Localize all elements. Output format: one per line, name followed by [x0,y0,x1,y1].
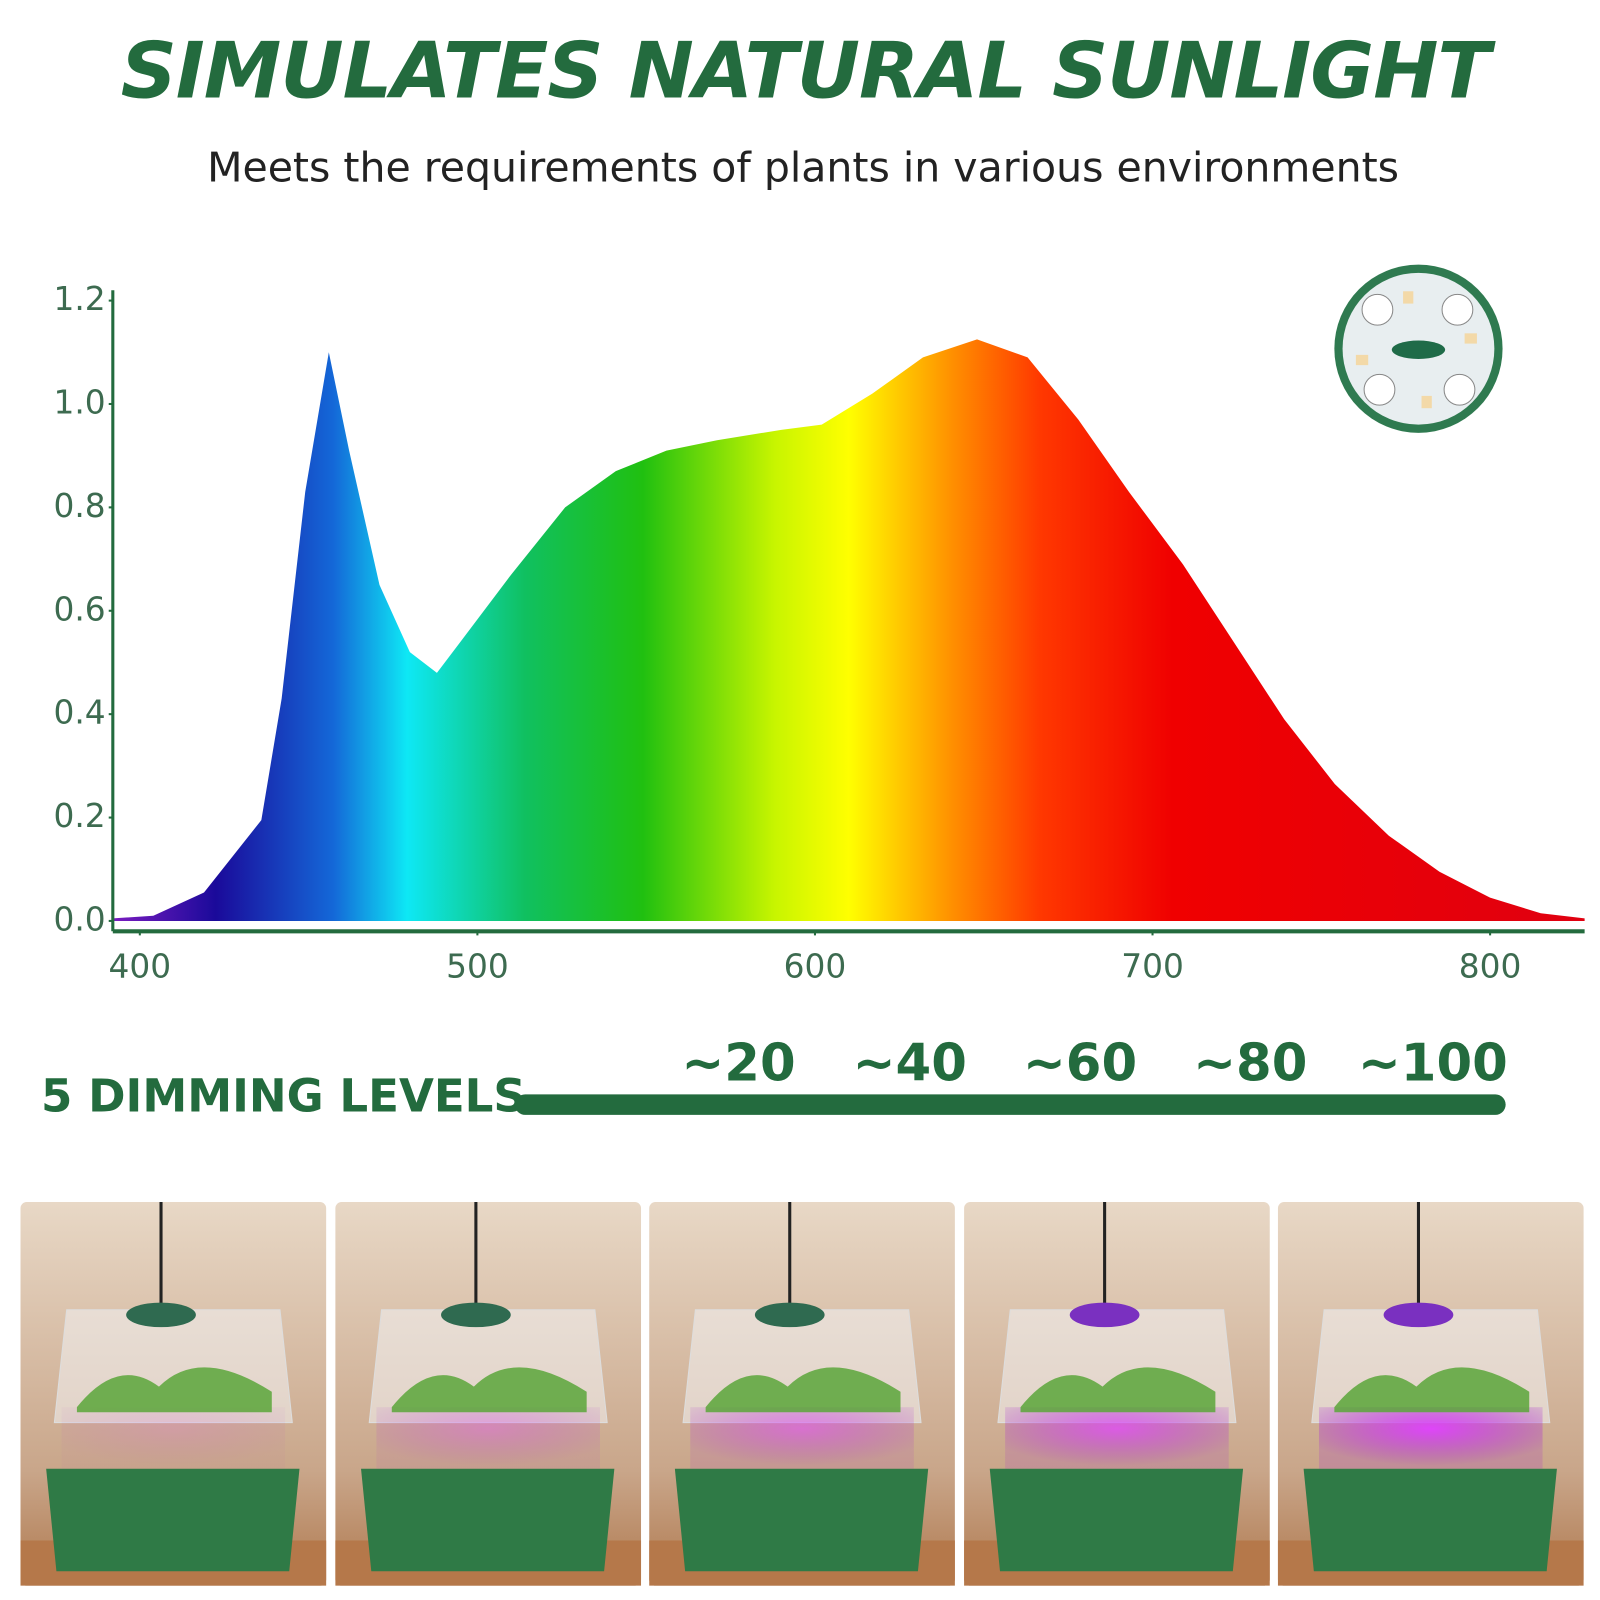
plants [76,1367,272,1413]
x-tick-label: 800 [1459,948,1522,986]
y-tick-label: 0.0 [53,900,105,938]
dimming-level: ~40 [853,1034,967,1094]
plants [391,1367,587,1413]
x-tick-label: 500 [446,948,509,986]
dimming-level: ~100 [1358,1034,1508,1094]
tray [361,1468,615,1572]
y-tick-label: 1.2 [53,280,105,318]
glow [1005,1407,1229,1469]
photos [20,1202,1584,1586]
glow [1318,1407,1543,1469]
lamp [754,1302,825,1328]
led-chip [1334,264,1503,433]
tray [1303,1468,1557,1572]
spectrum-area [112,339,1585,921]
dimming-level: ~20 [681,1034,795,1094]
dimming-level: ~60 [1023,1034,1137,1094]
plants [1334,1367,1530,1413]
x-tick-label: 400 [109,948,172,986]
glow [61,1407,286,1469]
tray [989,1468,1244,1572]
plants [705,1367,901,1413]
y-tick-label: 1.0 [53,383,105,421]
y-tick-label: 0.8 [53,487,105,525]
y-tick-label: 0.4 [53,694,105,732]
lamp [1383,1302,1454,1328]
lamp [441,1302,511,1328]
tray [46,1468,300,1572]
glow [376,1407,600,1469]
dimming-level: ~80 [1193,1034,1307,1094]
tray [674,1468,929,1572]
y-tick-label: 0.6 [53,590,105,628]
spectrum-chart: 0.0 0.2 0.4 0.6 0.8 1.0 1.2 400 500 600 700 800 [53,280,1585,986]
dimming-label: 5 DIMMING LEVELS [41,1069,526,1122]
x-tick-label: 700 [1121,948,1184,986]
title: SIMULATES NATURAL SUNLIGHT [121,26,1497,116]
y-tick-label: 0.2 [53,797,105,835]
lamp [126,1302,196,1328]
dimming-levels: ~20 ~40 ~60 ~80 ~100 [681,1034,1507,1094]
lamp [1069,1302,1140,1328]
plants [1020,1367,1216,1413]
subtitle: Meets the requirements of plants in vari… [207,144,1399,192]
glow [690,1407,914,1469]
x-tick-label: 600 [784,948,847,986]
